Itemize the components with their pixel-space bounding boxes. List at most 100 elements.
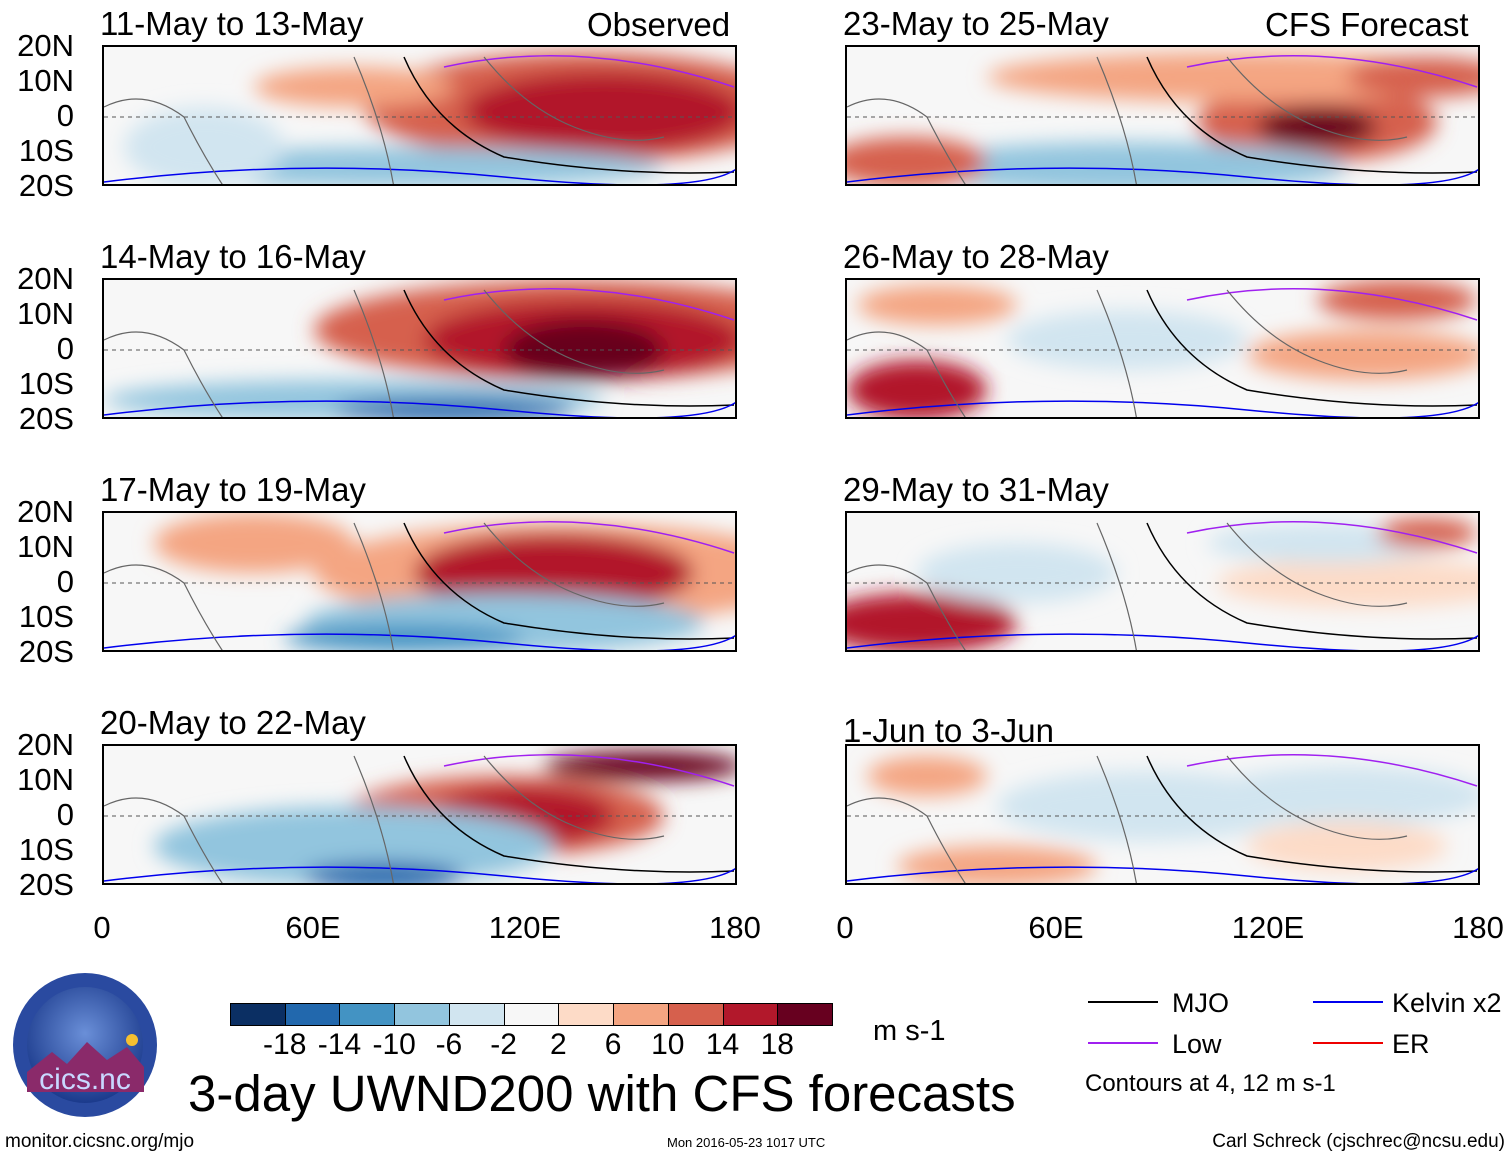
low-contour [443,521,735,554]
anomaly-region [284,624,524,650]
colorbar-swatch [394,1003,450,1026]
low-contour [443,754,735,787]
coastline [847,755,1408,883]
mjo-contour [403,755,735,873]
x-tick-label: 0 [93,910,111,945]
kelvin-contour [847,866,1478,883]
legend-line-low [1088,1042,1158,1044]
svg-text:cics.nc: cics.nc [39,1063,131,1096]
low-contour [1186,521,1478,554]
observed-label: Observed [587,6,731,43]
anomaly-region [1207,766,1478,826]
y-tick-label: 0 [56,797,74,832]
panel-title: 26-May to 28-May [843,238,1109,275]
y-tick-label: 0 [56,564,74,599]
coastline [847,522,1408,650]
colorbar-tick-label: -14 [317,1028,362,1061]
y-tick-label: 10S [18,599,74,634]
mjo-contour [1146,522,1478,640]
x-tick-label: 120E [1231,910,1305,945]
panel-title: 14-May to 16-May [100,238,366,275]
kelvin-contour [104,167,735,184]
y-tick-label: 20N [17,727,74,762]
mjo-contour [1146,289,1478,407]
colorbar-swatch [613,1003,669,1026]
colorbar-units: m s-1 [873,1015,946,1047]
x-tick-label: 180 [1452,910,1504,945]
anomaly-region [154,513,354,573]
legend-label-kelvin: Kelvin x2 [1392,988,1502,1018]
mjo-contour [1146,755,1478,873]
colorbar-tick-label: 10 [651,1028,685,1061]
mjo-contour [1146,56,1478,174]
anomaly-region [1317,280,1477,320]
footer-url[interactable]: monitor.cicsnc.org/mjo [5,1131,195,1152]
panel-title: 20-May to 22-May [100,704,366,741]
y-tick-label: 20N [17,261,74,296]
coastline [847,56,1408,184]
x-tick-label: 180 [709,910,761,945]
colorbar-tick-label: -2 [490,1028,517,1061]
colorbar-swatch [667,1003,724,1026]
figure-title: 3-day UWND200 with CFS forecasts [188,1065,1016,1122]
kelvin-contour [847,167,1478,184]
y-tick-label: 0 [56,331,74,366]
kelvin-contour [104,400,735,417]
legend-label-mjo: MJO [1172,988,1229,1018]
colorbar-tick-label: -6 [435,1028,463,1061]
panel-title: 29-May to 31-May [843,471,1109,508]
colorbar-tick-label: 14 [705,1028,740,1061]
anomaly-region [1247,821,1447,871]
kelvin-contour [104,633,735,650]
legend-line-er [1313,1042,1383,1044]
colorbar-swatch [339,1003,396,1026]
y-tick-label: 20S [18,168,74,203]
map-panel [102,744,737,885]
low-contour [443,288,735,321]
mjo-contour [403,56,735,174]
y-tick-label: 10N [17,63,74,98]
colorbar-swatch [722,1003,779,1026]
y-tick-label: 0 [56,98,74,133]
map-panel [845,45,1480,186]
x-tick-label: 0 [836,910,854,945]
mjo-contour [403,522,735,640]
anomaly-region [867,756,987,796]
anomaly-region [897,846,1097,883]
map-panel [845,744,1480,885]
legend-label-low: Low [1172,1029,1222,1059]
kelvin-contour [847,633,1478,650]
mjo-contour [403,289,735,407]
colorbar-tick-label: 6 [604,1028,622,1061]
colorbar-tick-label: 2 [550,1028,567,1061]
panel-title: 1-Jun to 3-Jun [843,712,1054,749]
low-contour [1186,55,1478,88]
y-tick-label: 20N [17,494,74,529]
anomaly-region [1377,518,1477,548]
map-panel [102,45,737,186]
anomaly-region [847,137,987,184]
colorbar-swatch [503,1003,560,1026]
x-tick-label: 60E [1028,910,1084,945]
y-tick-label: 10N [17,296,74,331]
contour-note: Contours at 4, 12 m s-1 [1085,1070,1336,1097]
legend-line-mjo [1088,1001,1158,1003]
anomaly-region [847,360,987,417]
footer-author: Carl Schreck (cjschrec@ncsu.edu) [1212,1131,1505,1152]
map-panel [845,511,1480,652]
anomaly-region [464,72,735,152]
anomaly-region [124,107,284,184]
map-panel [845,278,1480,419]
low-contour [443,55,735,88]
y-tick-label: 10S [18,133,74,168]
anomaly-region [847,593,1017,650]
y-tick-label: 20S [18,867,74,902]
map-panel [102,511,737,652]
panel-title: 23-May to 25-May [843,5,1109,42]
anomaly-region [544,751,735,781]
anomaly-region [254,67,454,107]
coastline [104,755,665,883]
y-tick-label: 20S [18,634,74,669]
y-tick-label: 10S [18,366,74,401]
